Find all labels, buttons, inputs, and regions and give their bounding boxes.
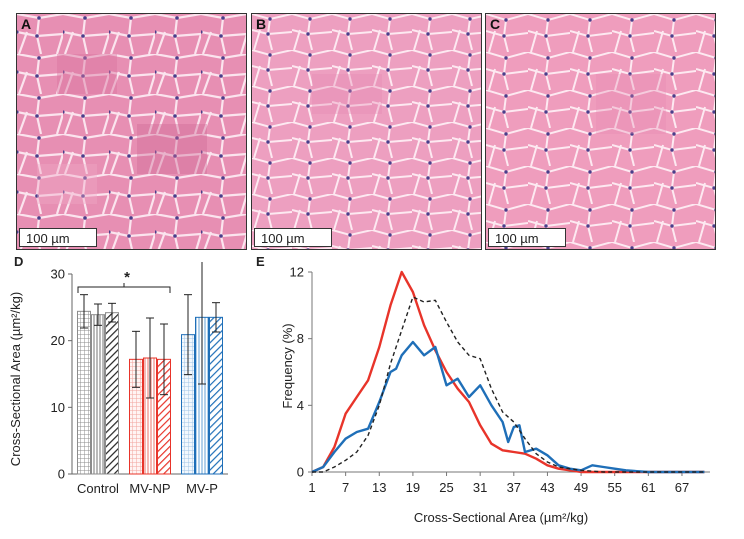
y-tick-label: 10 (51, 400, 65, 415)
x-tick-label: 7 (342, 480, 349, 495)
x-tick-label: 1 (308, 480, 315, 495)
x-tick-label: 43 (540, 480, 554, 495)
series-line-2 (311, 340, 705, 474)
panel-label-e: E (256, 254, 265, 269)
significance-bracket (77, 286, 171, 293)
y-tick-label: 0 (58, 467, 65, 482)
bar (77, 310, 91, 475)
panel-label: B (256, 16, 267, 32)
x-tick-label: 37 (507, 480, 521, 495)
y-tick-label: 20 (51, 333, 65, 348)
x-tick-label: 61 (641, 480, 655, 495)
scale-bar: 100 µm (19, 228, 97, 247)
y-tick-label: 30 (51, 267, 65, 282)
line-chart-e: Frequency (%) Cross-Sectional Area (µm²/… (280, 265, 710, 525)
scale-bar: 100 µm (254, 228, 332, 247)
x-tick-label: MV-NP (129, 481, 170, 496)
histology-image-b (252, 14, 481, 249)
significance-marker: * (124, 269, 130, 286)
panel-label-d: D (14, 254, 24, 269)
x-tick-label: 49 (574, 480, 588, 495)
bar-chart-d: Cross-Sectional Area (µm²/kg) * 0 10 20 30 C… (8, 262, 228, 496)
histology-image-a (17, 14, 246, 249)
y-tick-label: 12 (290, 265, 304, 280)
y-axis-title: Frequency (%) (280, 323, 295, 408)
x-tick-label: Control (77, 481, 119, 496)
x-tick-label: MV-P (186, 481, 218, 496)
bar (105, 312, 119, 475)
micrograph-b: B 100 µm (251, 13, 482, 250)
histology-image-c (486, 14, 715, 249)
bar (209, 316, 223, 475)
x-tick-label: 31 (473, 480, 487, 495)
y-tick-label: 0 (297, 465, 304, 480)
panel-label: A (21, 16, 32, 32)
y-tick-label: 8 (297, 331, 304, 346)
x-tick-label: 67 (675, 480, 689, 495)
micrograph-a: A 100 µm (16, 13, 247, 250)
scale-bar: 100 µm (488, 228, 566, 247)
y-axis-title: Cross-Sectional Area (µm²/kg) (8, 292, 23, 466)
bar (91, 314, 105, 475)
x-tick-label: 13 (372, 480, 386, 495)
x-tick-label: 19 (406, 480, 420, 495)
panel-label: C (490, 16, 501, 32)
x-tick-label: 25 (439, 480, 453, 495)
series-line-3 (312, 296, 705, 473)
micrograph-c: C 100 µm (485, 13, 716, 250)
x-tick-label: 55 (607, 480, 621, 495)
y-tick-label: 4 (297, 398, 304, 413)
x-axis-title: Cross-Sectional Area (µm²/kg) (414, 510, 588, 525)
